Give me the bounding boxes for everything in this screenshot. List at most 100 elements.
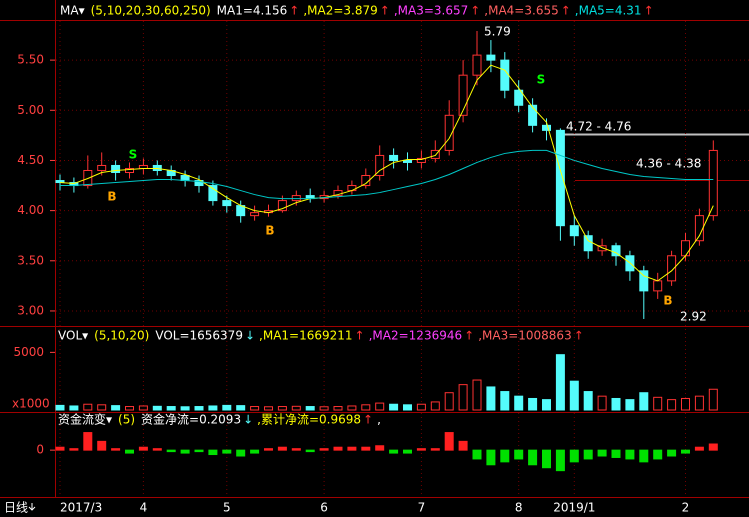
bar: [569, 449, 579, 463]
bar: [152, 405, 162, 411]
bar: [486, 449, 496, 466]
bar: [125, 406, 134, 411]
annotation: B: [265, 224, 274, 238]
annotation: 4.36 - 4.38: [636, 157, 701, 171]
x-tick-label: 6: [320, 501, 328, 515]
bar: [69, 405, 79, 411]
candle-body: [403, 159, 412, 163]
legend-text: ↑: [355, 329, 365, 343]
legend-text: ,MA5=4.31: [575, 4, 642, 18]
bar: [222, 404, 232, 411]
bar: [125, 449, 134, 454]
bar: [444, 392, 454, 411]
legend-text: ,累计净流=0.9698: [257, 413, 361, 427]
bar: [222, 449, 232, 454]
bar: [569, 380, 579, 411]
legend-text: ,MA2=1236946: [369, 329, 463, 343]
bar: [166, 406, 176, 411]
bar: [319, 406, 329, 411]
bar: [681, 397, 690, 411]
bar: [97, 440, 107, 451]
bar: [458, 440, 468, 451]
bar: [416, 403, 426, 411]
candle-body: [194, 180, 204, 187]
bar: [583, 449, 593, 460]
y-tick-label: 5.00: [17, 103, 44, 117]
legend-text[interactable]: VOL▾: [58, 329, 88, 343]
bar: [166, 449, 176, 453]
bar: [625, 449, 635, 460]
bar: [138, 405, 148, 411]
bar: [264, 448, 273, 451]
bar: [694, 395, 704, 411]
x-tick-label: 4: [140, 501, 148, 515]
legend-text: 资金净流=0.2093: [141, 412, 241, 427]
legend-text: ,MA4=3.655: [484, 4, 558, 18]
annotation: 2.92: [680, 310, 707, 324]
bar: [708, 443, 718, 451]
candle-body: [291, 195, 301, 202]
bar: [681, 449, 690, 454]
bar: [194, 449, 204, 453]
legend-text[interactable]: MA▾: [60, 4, 85, 18]
bar: [542, 449, 551, 469]
candle-body: [277, 200, 287, 212]
candle-body: [542, 124, 551, 131]
candle-body: [555, 129, 565, 227]
bar: [347, 446, 357, 451]
bar: [555, 354, 565, 411]
bar: [389, 449, 399, 454]
bar: [208, 405, 218, 411]
candle-body: [486, 54, 496, 61]
candle-body: [639, 270, 649, 292]
legend-text: VOL=1656379: [155, 329, 243, 343]
candle-body: [375, 154, 385, 177]
candle-body: [389, 154, 399, 161]
bar: [305, 449, 315, 453]
bar: [472, 449, 482, 460]
bar: [236, 405, 246, 411]
bar: [542, 399, 551, 411]
bar: [236, 449, 246, 457]
candle-body: [361, 175, 371, 187]
candle-body: [528, 104, 538, 126]
bar: [430, 448, 440, 451]
candle-body: [208, 185, 218, 202]
bar: [180, 449, 190, 454]
bar: [291, 405, 301, 411]
annotation: B: [107, 190, 116, 204]
legend-text[interactable]: 资金流变▾: [58, 412, 112, 427]
bar: [319, 448, 329, 451]
bar: [97, 404, 107, 411]
candle-body: [583, 235, 593, 252]
bar: [264, 406, 273, 411]
bar: [597, 449, 607, 457]
annotation: 5.79: [484, 25, 511, 39]
bar: [583, 391, 593, 411]
bar: [514, 395, 524, 411]
bar: [194, 406, 204, 411]
bar: [208, 449, 218, 456]
bar: [347, 405, 357, 411]
legend-text: ↑: [380, 4, 390, 18]
annotation: S: [537, 73, 546, 87]
candle-body: [152, 164, 162, 171]
legend-text: ↓: [245, 329, 255, 343]
bar: [458, 384, 468, 411]
bar: [444, 432, 454, 451]
period-icon[interactable]: [28, 503, 36, 511]
legend-text: ,MA2=3.879: [303, 4, 377, 18]
bar: [514, 449, 524, 460]
candle-body: [416, 157, 426, 163]
legend-text: ,MA1=1669211: [259, 329, 353, 343]
candle-body: [653, 280, 663, 292]
legend-text: ↑: [289, 4, 299, 18]
bar: [653, 449, 663, 460]
bar: [277, 446, 287, 451]
bar: [416, 448, 426, 451]
bar: [152, 448, 162, 451]
bar: [291, 448, 301, 451]
bar: [111, 405, 121, 411]
y-tick-label: 0: [36, 443, 44, 457]
bar: [138, 446, 148, 451]
